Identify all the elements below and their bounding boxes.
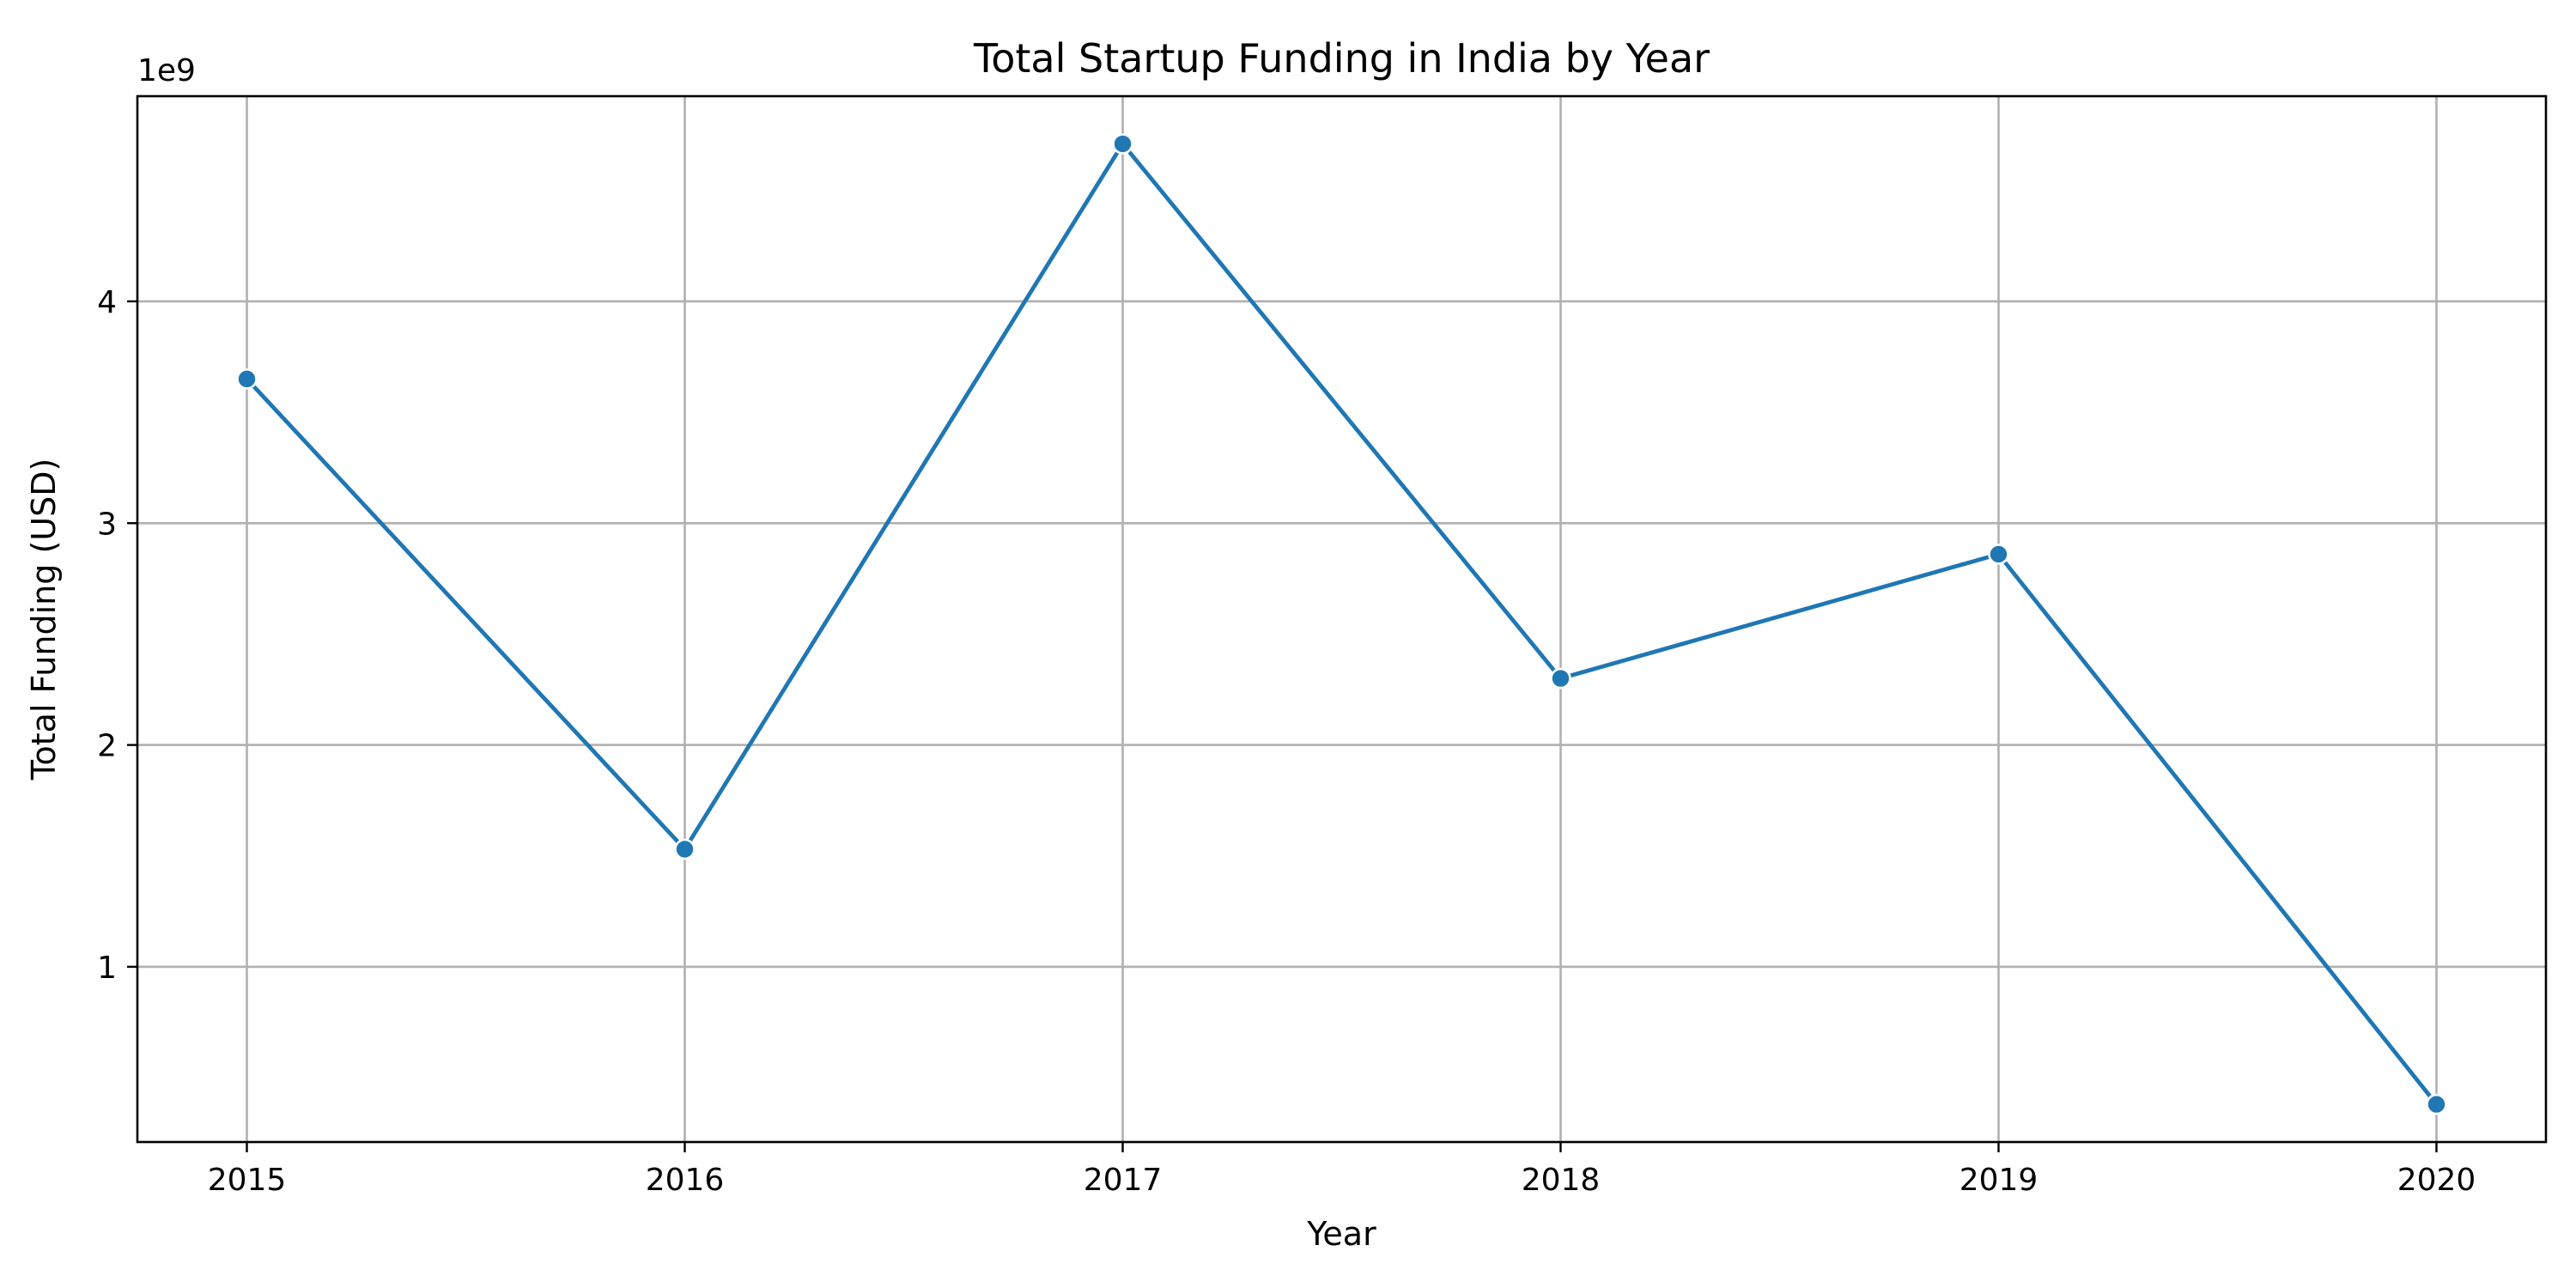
x-tick-label: 2016	[646, 1163, 725, 1198]
y-axis-label: Total Funding (USD)	[25, 459, 63, 781]
chart-title: Total Startup Funding in India by Year	[973, 35, 1710, 82]
x-tick-label: 2018	[1522, 1163, 1601, 1198]
data-point	[674, 838, 696, 860]
y-tick-label: 2	[97, 729, 117, 764]
data-point	[1112, 133, 1133, 155]
y-tick-label: 3	[97, 507, 117, 542]
data-point	[2426, 1093, 2447, 1115]
x-axis-label: Year	[1306, 1215, 1376, 1253]
x-tick-label: 2019	[1959, 1163, 2038, 1198]
y-tick-label: 4	[97, 285, 117, 320]
data-point	[1988, 544, 2009, 565]
axes-frame	[136, 94, 2548, 1144]
data-point	[1550, 667, 1571, 690]
x-tick-label: 2015	[208, 1163, 287, 1198]
data-point	[236, 368, 258, 390]
y-axis-offset-label: 1e9	[137, 53, 196, 88]
x-tick-label: 2020	[2397, 1163, 2476, 1198]
series-line	[245, 142, 2439, 1107]
x-tick-label: 2017	[1084, 1163, 1163, 1198]
y-tick-label: 1	[97, 951, 117, 986]
grid-lines	[137, 96, 2546, 1142]
axis-ticks: 2015 2016 2017 2018 2019 2020 1 2 3 4	[97, 285, 2476, 1198]
data-series	[236, 133, 2447, 1115]
